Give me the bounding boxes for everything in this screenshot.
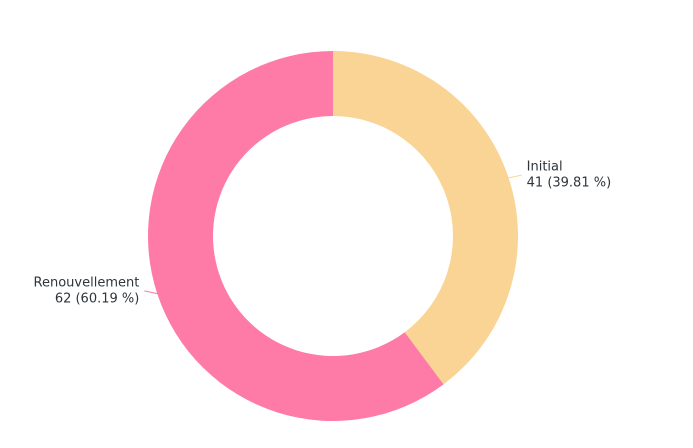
slice — [148, 51, 444, 421]
leader-line — [507, 174, 522, 179]
slice-label: Initial — [527, 160, 563, 175]
slice — [333, 51, 519, 385]
value-label: 62 (60.19 %) — [55, 291, 140, 306]
leader-line — [144, 290, 159, 295]
value-label: 41 (39.81 %) — [527, 176, 612, 191]
slice-label: Renouvellement — [34, 275, 140, 290]
